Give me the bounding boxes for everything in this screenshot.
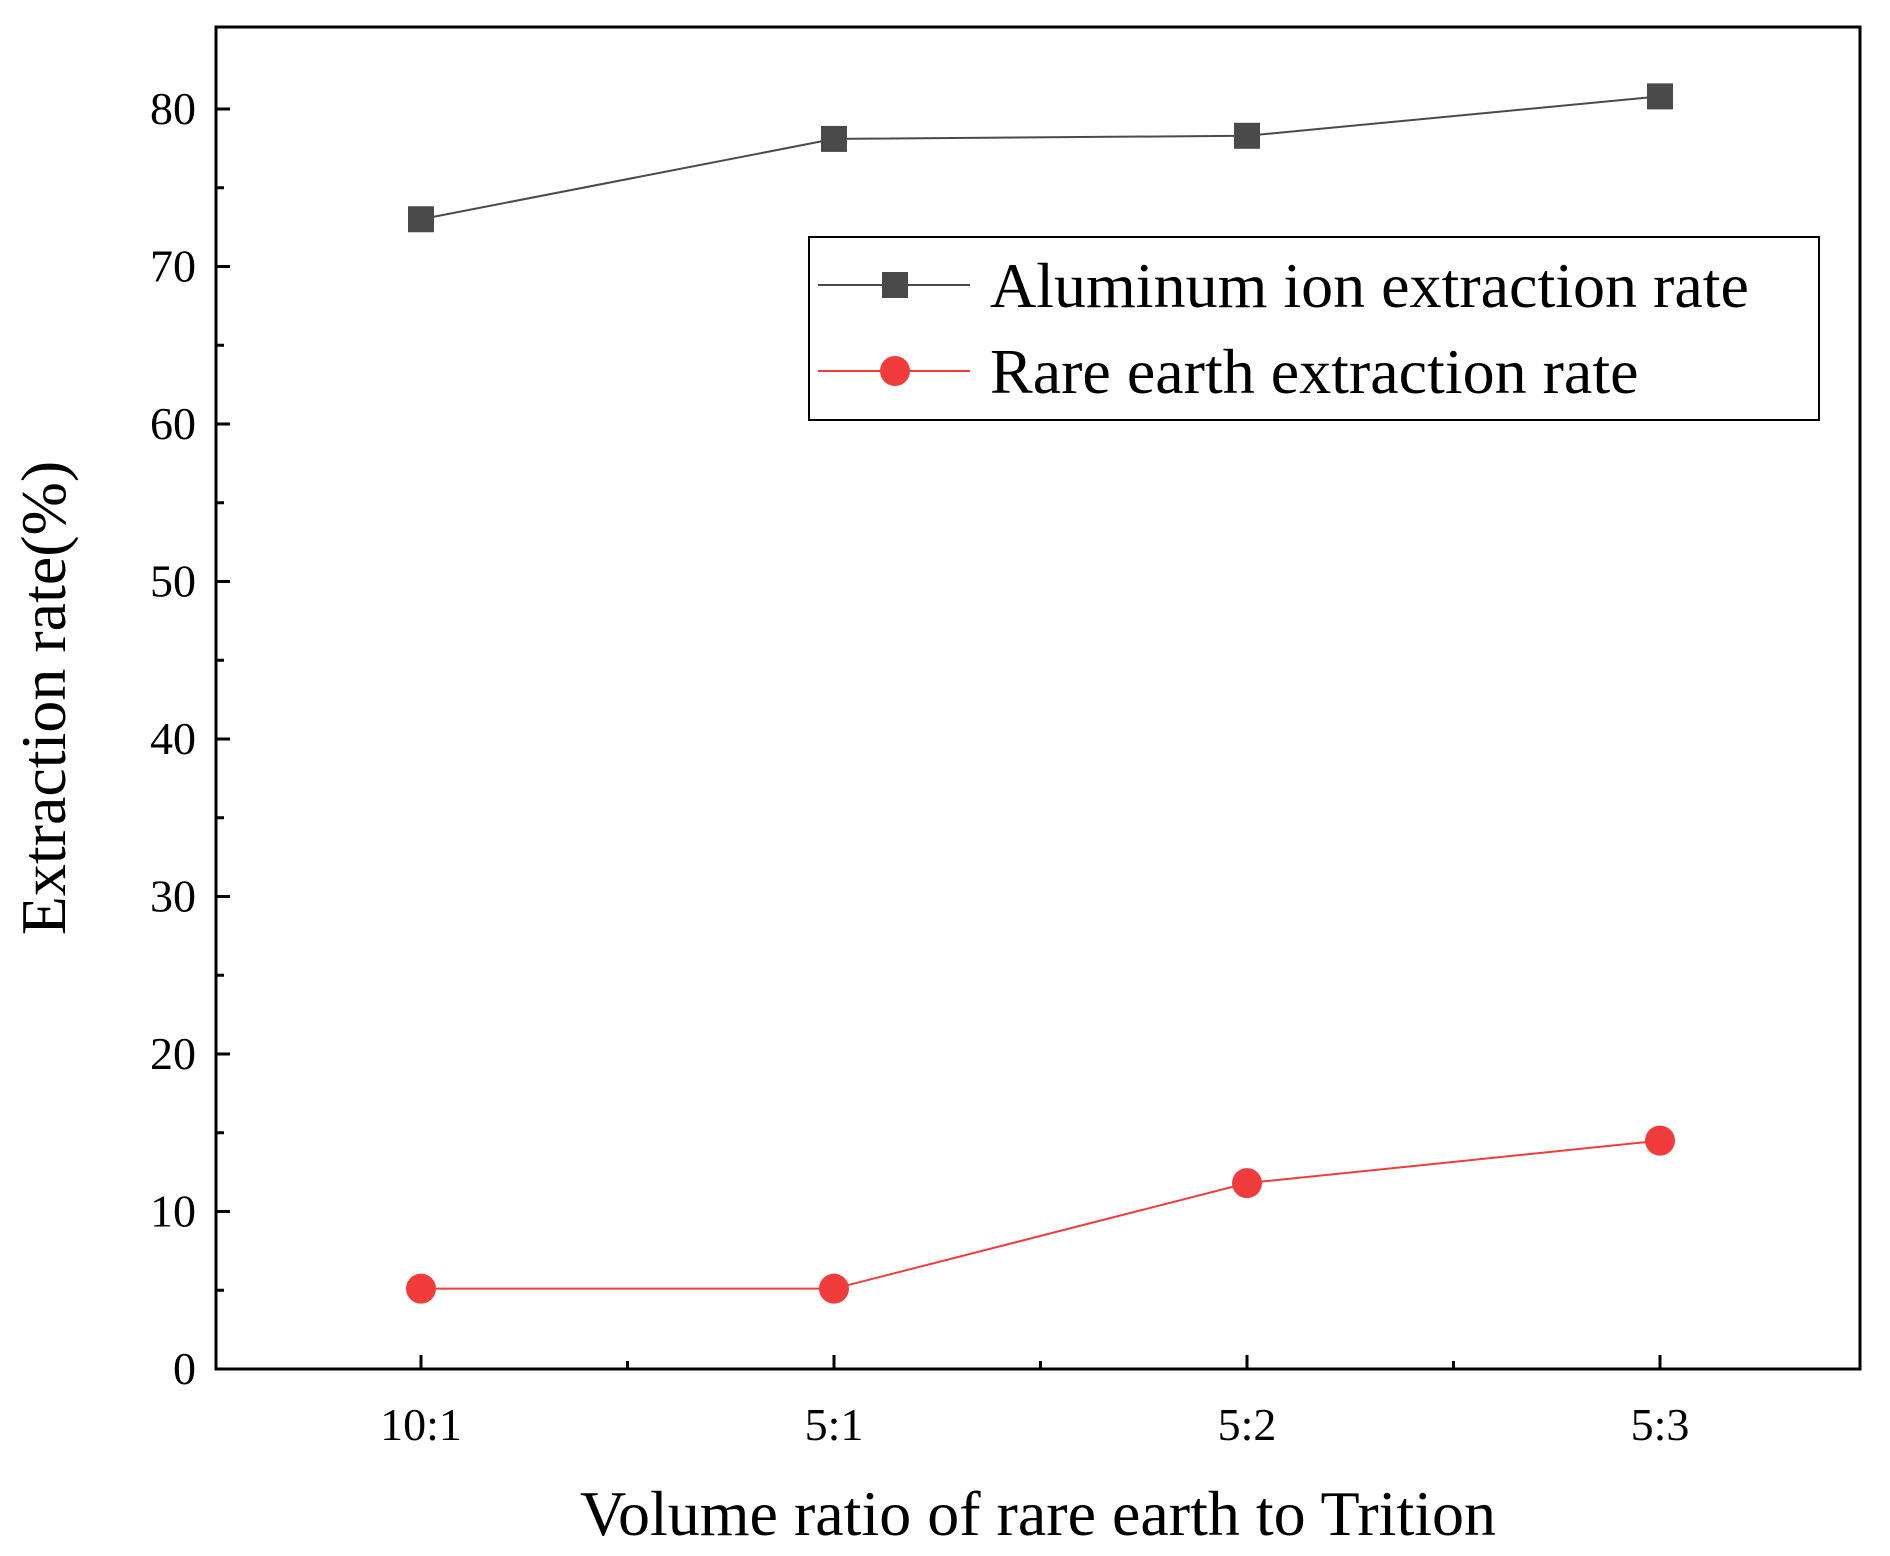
data-point-square: [1647, 83, 1673, 110]
data-point-square: [1234, 122, 1260, 149]
y-tick-label: 40: [150, 713, 196, 764]
legend-marker-circle: [880, 356, 910, 386]
x-tick-label: 5:2: [1218, 1399, 1277, 1450]
x-axis-title: Volume ratio of rare earth to Trition: [580, 1478, 1496, 1549]
x-tick-label: 5:1: [805, 1399, 864, 1450]
data-point-square: [408, 206, 434, 233]
data-point-circle: [819, 1273, 849, 1304]
data-point-square: [821, 125, 847, 152]
y-tick-label: 30: [150, 871, 196, 922]
y-axis-ticks: 0 10 20 30 40 50 60 70 80: [150, 83, 230, 1394]
legend-box: [808, 236, 1820, 421]
y-tick-label: 0: [173, 1343, 196, 1394]
plot-frame: [214, 25, 1862, 1371]
data-point-circle: [1232, 1168, 1262, 1199]
series-layer: [406, 83, 1675, 1304]
x-axis-ticks: 10:1 5:1 5:2 5:3: [380, 1355, 1689, 1450]
y-tick-label: 70: [150, 241, 196, 292]
y-axis-title: Extraction rate(%): [8, 461, 79, 935]
y-tick-label: 50: [150, 556, 196, 607]
x-tick-label: 10:1: [380, 1399, 462, 1450]
y-tick-label: 10: [150, 1186, 196, 1237]
y-tick-label: 60: [150, 398, 196, 449]
legend-label-aluminum: Aluminum ion extraction rate: [990, 250, 1749, 321]
x-tick-label: 5:3: [1631, 1399, 1690, 1450]
series-line-1: [421, 1139, 1661, 1290]
legend: Aluminum ion extraction rate Rare earth …: [808, 236, 1820, 421]
series-line-0: [420, 95, 1661, 221]
y-tick-label: 80: [150, 83, 196, 134]
legend-marker-square: [882, 272, 908, 298]
y-tick-label: 20: [150, 1028, 196, 1079]
data-point-circle: [406, 1273, 436, 1304]
data-point-circle: [1645, 1125, 1675, 1156]
legend-label-rare-earth: Rare earth extraction rate: [990, 336, 1639, 407]
